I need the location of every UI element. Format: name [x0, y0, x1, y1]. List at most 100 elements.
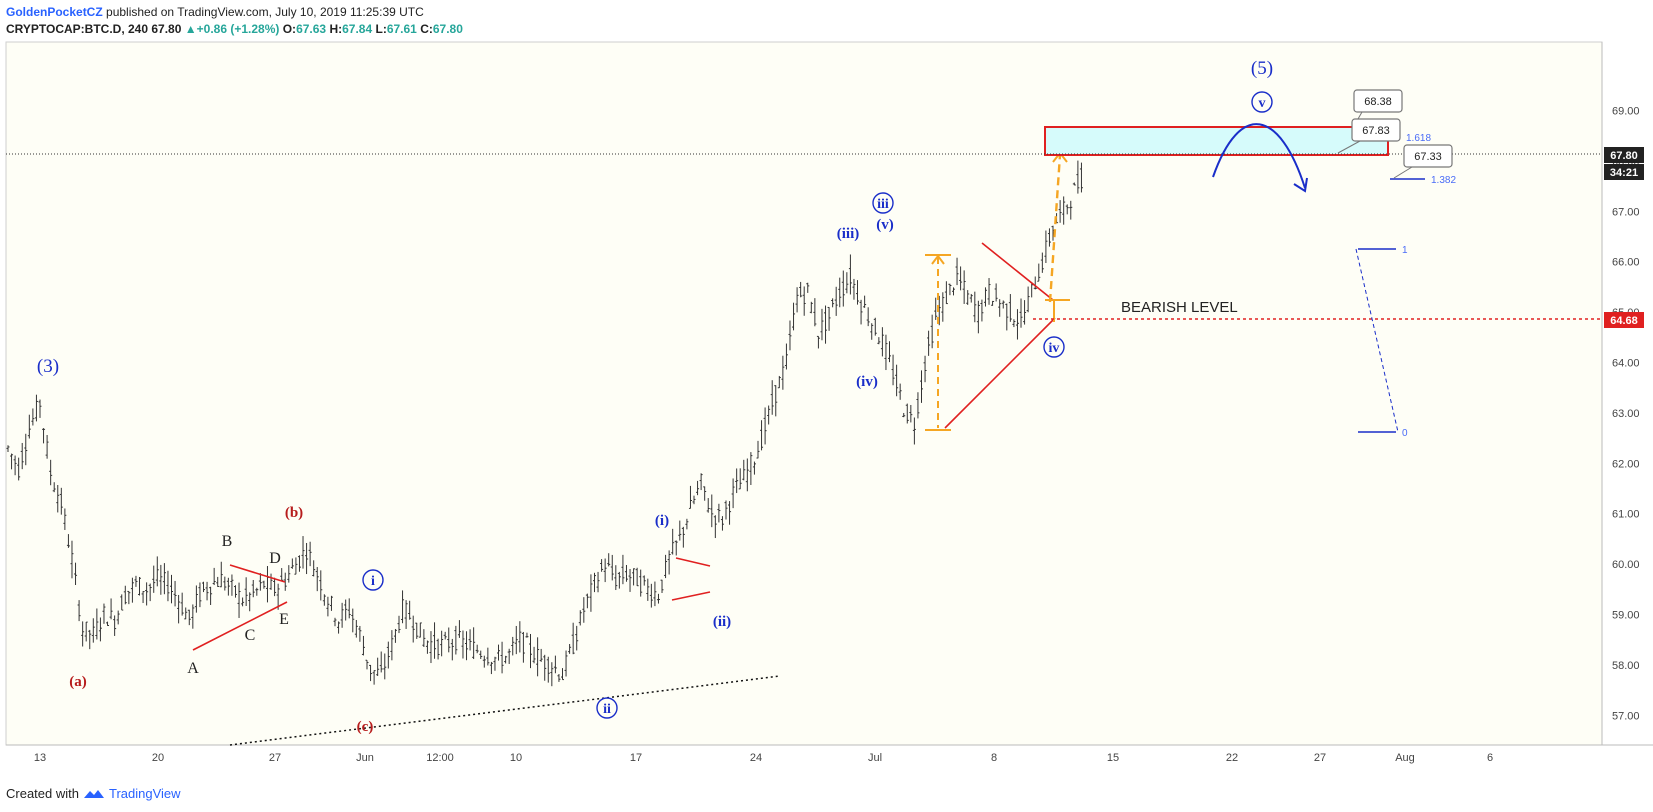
x-tick-label: Aug [1395, 752, 1415, 764]
callout-box[interactable] [1353, 89, 1403, 113]
up-arrow-icon: ▲ [184, 22, 197, 36]
wedge-upper-line[interactable] [981, 242, 1054, 301]
flag-lower-line[interactable] [671, 591, 711, 601]
wave-label[interactable]: iv [1049, 341, 1060, 356]
wave-label-circle [872, 192, 894, 214]
callout-pointer [1337, 140, 1361, 154]
callout-label: 67.83 [1362, 125, 1390, 137]
wave-label[interactable]: (ii) [713, 614, 731, 630]
candles [6, 160, 1083, 687]
y-tick-label: 63.00 [1612, 408, 1640, 420]
wave-label-circle [1043, 336, 1065, 358]
plot-background [5, 41, 1603, 746]
flag-upper-line[interactable] [675, 557, 711, 567]
y-tick-label: 64.00 [1612, 358, 1640, 370]
price-change: +0.86 (+1.28%) [196, 22, 280, 36]
triangle-upper-line[interactable] [229, 564, 286, 583]
wave-label[interactable]: (b) [285, 505, 303, 521]
low-label: L: [375, 22, 387, 36]
target-zone[interactable] [1044, 126, 1389, 156]
callout-label: 67.33 [1414, 151, 1442, 163]
measure-arrow-icon [931, 254, 945, 265]
callout-box[interactable] [1351, 118, 1401, 142]
price-tag-label: 67.80 [1610, 150, 1638, 162]
x-tick-label: 10 [510, 752, 522, 764]
price-tag-box [1604, 312, 1644, 328]
open-label: O: [282, 22, 297, 36]
callout-box[interactable] [1403, 144, 1453, 168]
high-label: H: [329, 22, 343, 36]
y-tick-label: 60.00 [1612, 559, 1640, 571]
y-tick-label: 59.00 [1612, 610, 1640, 622]
author-link[interactable]: GoldenPocketCZ [6, 5, 103, 19]
reversal-arrow-icon [1293, 177, 1308, 193]
fib-level-label: 0 [1402, 428, 1408, 439]
wave-label[interactable]: (v) [876, 217, 894, 233]
wave-label[interactable]: i [371, 574, 375, 589]
wave-label[interactable]: (3) [37, 356, 59, 377]
footer: Created with TradingView [6, 786, 181, 801]
symbol-name[interactable]: CRYPTOCAP:BTC.D, 240 [6, 22, 149, 36]
wave-label[interactable]: E [279, 611, 289, 628]
x-tick-label: 12:00 [426, 752, 454, 764]
x-tick-label: 27 [269, 752, 281, 764]
y-tick-label: 61.00 [1612, 509, 1640, 521]
wave-label[interactable]: A [187, 660, 199, 677]
wedge-lower-line[interactable] [944, 317, 1056, 429]
high-value: 67.84 [342, 22, 373, 36]
wave-label[interactable]: v [1259, 96, 1266, 111]
triangle-lower-line[interactable] [192, 601, 288, 651]
wave-label[interactable]: (iv) [856, 374, 878, 390]
wave-label[interactable]: D [269, 550, 281, 567]
callout-label: 68.38 [1364, 96, 1392, 108]
tradingview-link[interactable]: TradingView [108, 786, 181, 801]
wave-label[interactable]: (c) [357, 719, 374, 735]
symbol-line: CRYPTOCAP:BTC.D, 240 67.80 ▲+0.86 (+1.28… [6, 22, 463, 36]
y-tick-label: 57.00 [1612, 710, 1640, 722]
low-value: 67.61 [386, 22, 417, 36]
close-value: 67.80 [432, 22, 463, 36]
close-label: C: [420, 22, 433, 36]
wave-label-circle [1251, 91, 1273, 113]
created-with-text: Created with [6, 786, 79, 801]
price-tag-box [1604, 164, 1644, 180]
price-tag-label: 34:21 [1610, 167, 1638, 179]
wave-label-circle [362, 569, 384, 591]
wave-label[interactable]: (a) [69, 674, 87, 690]
publish-info: published on TradingView.com, July 10, 2… [106, 5, 424, 19]
wave-label[interactable]: iii [877, 197, 889, 212]
price-tag-box [1604, 147, 1644, 163]
wave-label[interactable]: ii [603, 702, 611, 717]
y-tick-label: 69.00 [1612, 106, 1640, 118]
fib-level-label: 1.382 [1431, 175, 1456, 186]
wave-label[interactable]: (i) [655, 513, 669, 529]
y-tick-label: 58.00 [1612, 660, 1640, 672]
tradingview-logo-icon[interactable] [83, 788, 105, 800]
annotations: BEARISH LEVEL 1.618 1.382 1 0 68.38 67.83 67.33 [6, 89, 1602, 746]
x-tick-label: 13 [34, 752, 46, 764]
wave-label-circle [596, 697, 618, 719]
projection-line[interactable] [1048, 154, 1062, 303]
fib-level-label: 1 [1402, 245, 1408, 256]
x-tick-label: 8 [991, 752, 997, 764]
x-tick-label: Jun [356, 752, 374, 764]
bearish-level-label: BEARISH LEVEL [1121, 299, 1238, 316]
x-tick-label: 24 [750, 752, 762, 764]
wave-label[interactable]: (iii) [837, 226, 860, 242]
x-tick-label: 22 [1226, 752, 1238, 764]
callout-pointer [1393, 166, 1413, 179]
x-tick-label: 27 [1314, 752, 1326, 764]
support-trendline[interactable] [229, 675, 781, 746]
price-tag-label: 64.68 [1610, 315, 1638, 327]
wave-label[interactable]: B [222, 533, 233, 550]
wave-label[interactable]: (5) [1251, 58, 1273, 79]
reversal-arc[interactable] [1212, 123, 1306, 189]
last-price: 67.80 [151, 22, 182, 36]
fib-trend-line [1355, 248, 1399, 433]
wave-label[interactable]: C [245, 627, 256, 644]
x-tick-label: 15 [1107, 752, 1119, 764]
y-tick-label: 66.00 [1612, 257, 1640, 269]
open-value: 67.63 [296, 22, 327, 36]
x-tick-label: 17 [630, 752, 642, 764]
